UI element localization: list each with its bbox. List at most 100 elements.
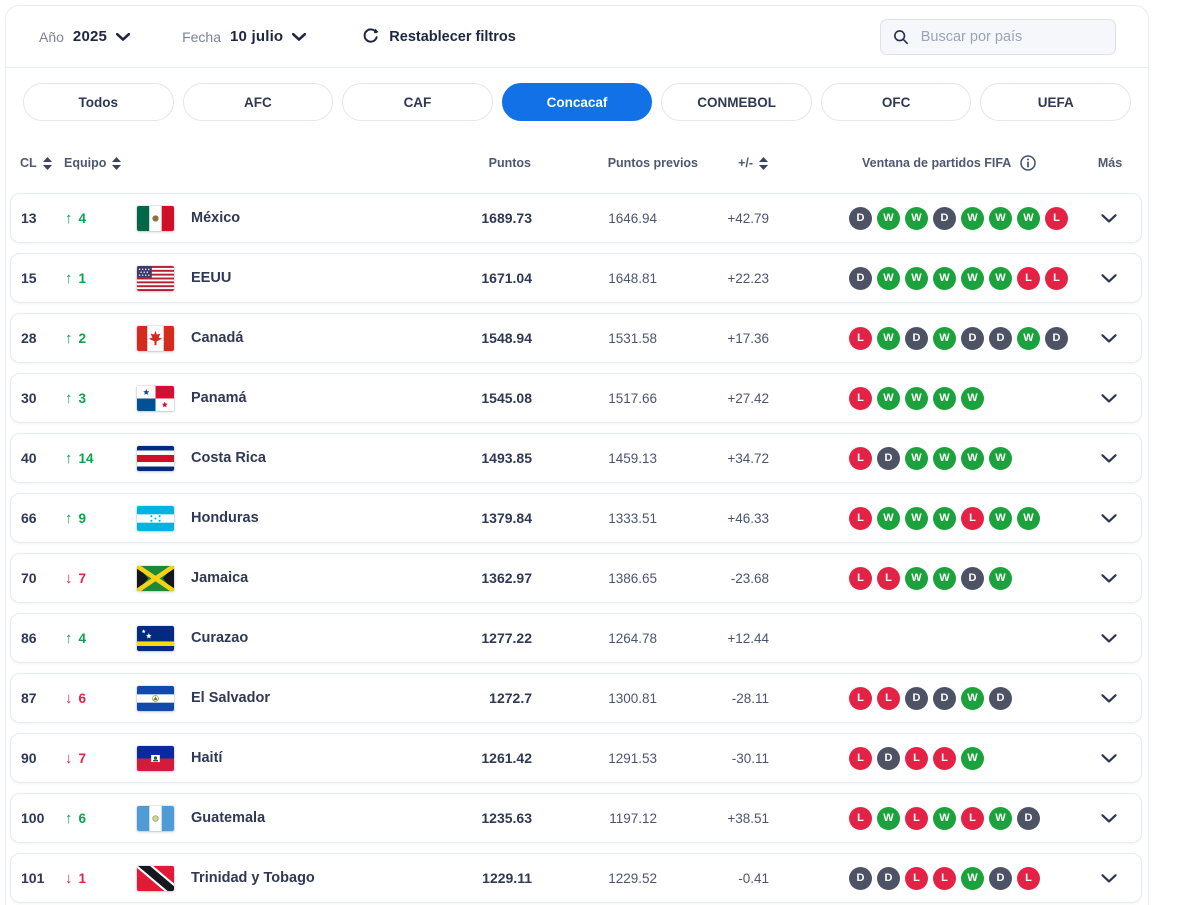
movement-value: 6 [78, 690, 87, 706]
match-result-badge: L [849, 386, 872, 410]
column-header-rank[interactable]: CL [20, 156, 64, 170]
confederation-tab[interactable]: UEFA [980, 83, 1132, 121]
team-name: México [191, 210, 241, 226]
country-flag-icon [137, 505, 174, 531]
column-header-team[interactable]: Equipo [64, 156, 421, 170]
expand-row-button[interactable] [1077, 573, 1141, 583]
rank-value: 40 [21, 450, 37, 466]
match-result-badge: L [961, 806, 984, 830]
match-result-badge: W [989, 206, 1012, 230]
match-result-badge: W [989, 506, 1012, 530]
expand-row-button[interactable] [1077, 693, 1141, 703]
expand-row-button[interactable] [1077, 753, 1141, 763]
table-row[interactable]: 100 ↑ 6 Guatemala 1235.63 1197.12 +38.51… [10, 793, 1142, 843]
expand-row-button[interactable] [1077, 213, 1141, 223]
points-value: 1261.42 [481, 750, 532, 766]
match-result-badge: W [933, 566, 956, 590]
rank-movement: ↑ 3 [65, 390, 137, 407]
confederation-tab[interactable]: Concacaf [501, 83, 653, 121]
column-header-delta[interactable]: +/- [656, 156, 768, 170]
expand-row-button[interactable] [1077, 453, 1141, 463]
table-row[interactable]: 86 ↑ 4 Curazao 1277.22 1264.78 +12.44 [10, 613, 1142, 663]
date-label: Fecha [182, 28, 222, 45]
previous-points-value: 1648.81 [608, 270, 657, 286]
previous-points-value: 1197.12 [609, 810, 657, 826]
match-result-badge: D [877, 746, 900, 770]
match-result-badge: D [989, 686, 1012, 710]
info-icon[interactable] [1019, 154, 1037, 172]
match-result-badge: L [1045, 206, 1068, 230]
match-result-badge: W [1017, 506, 1040, 530]
rank-value: 28 [21, 330, 37, 346]
points-change-value: +46.33 [727, 510, 769, 526]
expand-row-button[interactable] [1077, 333, 1141, 343]
chevron-down-icon [1101, 333, 1117, 342]
team-cell: Curazao [137, 625, 422, 651]
confederation-tab[interactable]: AFC [182, 83, 334, 121]
chevron-down-icon [1101, 273, 1117, 282]
expand-row-button[interactable] [1077, 873, 1141, 883]
confederation-tab-label: UEFA [1037, 94, 1074, 110]
match-result-badge: W [933, 326, 956, 350]
rank-value: 13 [21, 210, 37, 226]
search-input[interactable] [918, 27, 1103, 46]
date-dropdown[interactable]: Fecha 10 julio [182, 28, 307, 45]
match-result-badge: W [905, 506, 928, 530]
team-name: Guatemala [191, 810, 266, 826]
rank-value: 15 [21, 270, 37, 286]
match-result-badge: W [961, 206, 984, 230]
expand-row-button[interactable] [1077, 393, 1141, 403]
movement-value: 14 [78, 450, 94, 466]
expand-row-button[interactable] [1077, 513, 1141, 523]
match-result-badge: L [849, 326, 872, 350]
points-value: 1671.04 [481, 270, 532, 286]
country-flag-icon [137, 745, 174, 771]
table-row[interactable]: 40 ↑ 14 Costa Rica 1493.85 1459.13 +34.7… [10, 433, 1142, 483]
confederation-tab[interactable]: CAF [342, 83, 493, 121]
rank-value: 100 [21, 810, 45, 826]
confederation-tab-label: OFC [881, 94, 911, 110]
previous-points-value: 1229.52 [608, 870, 657, 886]
points-change-value: +17.36 [727, 330, 769, 346]
table-row[interactable]: 87 ↓ 6 El Salvador 1272.7 1300.81 -28.11… [10, 673, 1142, 723]
rank-value: 86 [21, 630, 37, 646]
movement-arrow-icon: ↑ [65, 329, 73, 347]
rank-movement: ↓ 6 [65, 690, 137, 707]
year-dropdown[interactable]: Año 2025 [39, 28, 131, 45]
expand-row-button[interactable] [1077, 273, 1141, 283]
rank-movement: ↑ 4 [65, 210, 137, 227]
match-result-badge: W [905, 266, 928, 290]
team-cell: EEUU [137, 265, 422, 291]
movement-arrow-icon: ↑ [65, 449, 73, 467]
expand-row-button[interactable] [1077, 813, 1141, 823]
confederation-tab[interactable]: Todos [23, 83, 174, 121]
movement-value: 1 [78, 870, 87, 886]
rank-column-label: CL [20, 156, 37, 170]
points-change-value: +34.72 [727, 450, 769, 466]
chevron-down-icon [116, 32, 131, 41]
match-result-badge: D [961, 566, 984, 590]
fifa-window-column-label: Ventana de partidos FIFA [862, 156, 1012, 170]
reset-filters-button[interactable]: Restablecer filtros [362, 28, 516, 45]
points-change-value: -30.11 [731, 750, 769, 766]
match-result-badge: D [877, 446, 900, 470]
movement-value: 7 [78, 570, 87, 586]
table-row[interactable]: 101 ↓ 1 Trinidad y Tobago 1229.11 1229.5… [10, 853, 1142, 903]
confederation-tab[interactable]: CONMEBOL [661, 83, 812, 121]
expand-row-button[interactable] [1077, 633, 1141, 643]
movement-value: 4 [78, 630, 87, 646]
confederation-tab[interactable]: OFC [820, 83, 972, 121]
confederation-tab-label: AFC [243, 94, 272, 110]
match-result-badge: W [877, 386, 900, 410]
points-value: 1493.85 [481, 450, 532, 466]
table-row[interactable]: 66 ↑ 9 Honduras 1379.84 1333.51 +46.33 L… [10, 493, 1142, 543]
